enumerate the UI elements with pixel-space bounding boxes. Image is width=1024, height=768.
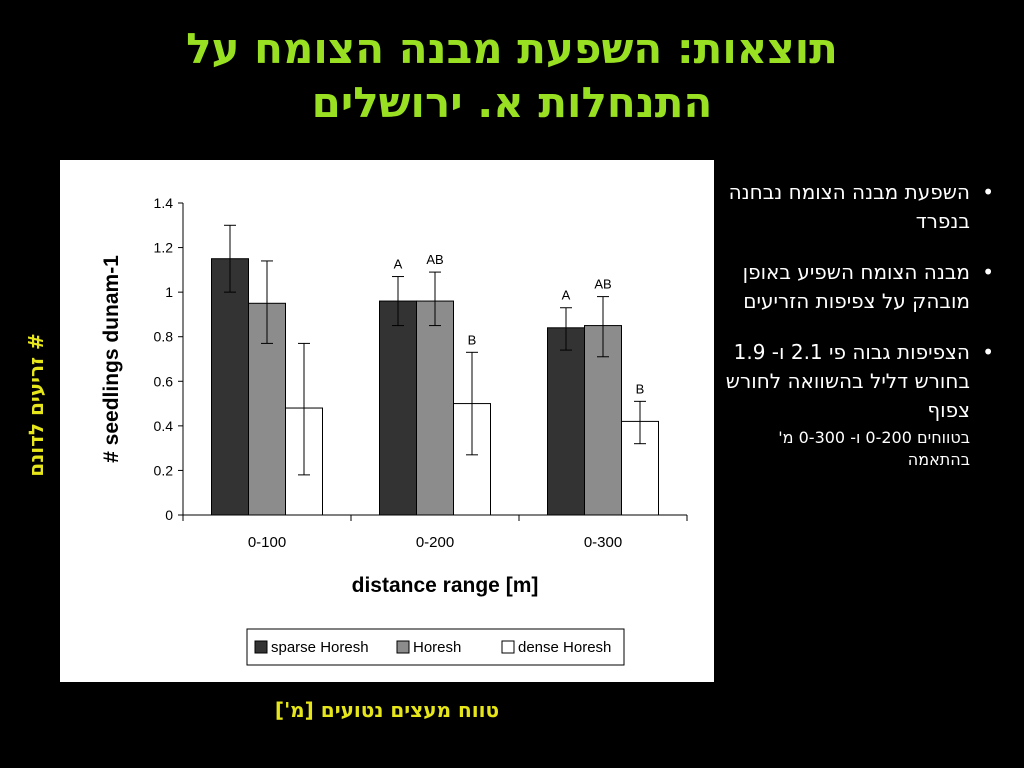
y-tick-label: 0.8 [154, 329, 174, 345]
legend-swatch [254, 640, 268, 654]
x-axis-title: distance range [m] [352, 574, 539, 597]
bar [379, 300, 417, 516]
bullet-text: השפעת מבנה הצומח נבחנה בנפרד [728, 180, 970, 233]
significance-label: A [562, 288, 571, 303]
y-tick-label: 0.6 [154, 373, 174, 389]
chart-panel: 0 0.2 0.4 0.6 0.8 1 1.2 1.4 0-100 A AB B 0-200 A AB B 0-… [60, 160, 714, 682]
x-category-label: 0-200 [416, 534, 454, 551]
y-axis-hebrew-label: # זריעים לדונם [24, 333, 48, 477]
significance-label: B [468, 332, 477, 347]
y-tick-label: 1.4 [154, 195, 174, 211]
legend-swatch [501, 640, 515, 654]
slide-title: תוצאות: השפעת מבנה הצומח על התנחלות א. י… [0, 22, 1024, 130]
y-tick-label: 0.2 [154, 462, 174, 478]
legend-label: dense Horesh [518, 639, 611, 656]
bar-chart: 0 0.2 0.4 0.6 0.8 1 1.2 1.4 0-100 A AB B 0-200 A AB B 0-… [100, 195, 688, 666]
bullet-item: • הצפיפות גבוה פי 2.1 ו- 1.9 בחורש דליל … [718, 338, 998, 471]
bullet-text: הצפיפות גבוה פי 2.1 ו- 1.9 בחורש דליל בה… [725, 340, 970, 422]
slide-title-line1: תוצאות: השפעת מבנה הצומח על [186, 24, 838, 73]
y-tick-label: 0 [165, 507, 173, 523]
x-axis-hebrew-label: טווח מעצים נטועים [מ'] [274, 698, 500, 722]
significance-label: A [394, 257, 403, 272]
x-category-label: 0-300 [584, 534, 622, 551]
bullet-dot: • [982, 180, 994, 204]
significance-label: B [636, 381, 645, 396]
significance-label: AB [426, 252, 443, 267]
bullet-text: מבנה הצומח השפיע באופן מובהק על צפיפות ה… [742, 260, 970, 313]
bullet-dot: • [982, 340, 994, 364]
y-tick-label: 0.4 [154, 418, 174, 434]
y-axis-title: # seedlings dunam-1 [100, 255, 123, 463]
bullet-dot: • [982, 260, 994, 284]
bullet-item: • מבנה הצומח השפיע באופן מובהק על צפיפות… [718, 258, 998, 316]
bullet-list: • השפעת מבנה הצומח נבחנה בנפרד • מבנה הצ… [718, 178, 998, 493]
y-tick-label: 1.2 [154, 240, 174, 256]
legend-box [246, 628, 625, 666]
bar [416, 300, 454, 516]
legend-label: Horesh [413, 639, 461, 656]
bullet-item: • השפעת מבנה הצומח נבחנה בנפרד [718, 178, 998, 236]
y-tick-label: 1 [165, 284, 173, 300]
slide-title-line2: התנחלות א. ירושלים [311, 78, 713, 127]
legend-swatch [396, 640, 410, 654]
bullet-note: בטווחים 0-200 ו- 0-300 מ' בהתאמה [778, 428, 970, 469]
legend-label: sparse Horesh [271, 639, 369, 656]
significance-label: AB [594, 277, 611, 292]
bar [547, 327, 585, 516]
x-category-label: 0-100 [248, 534, 286, 551]
bar [211, 258, 249, 516]
